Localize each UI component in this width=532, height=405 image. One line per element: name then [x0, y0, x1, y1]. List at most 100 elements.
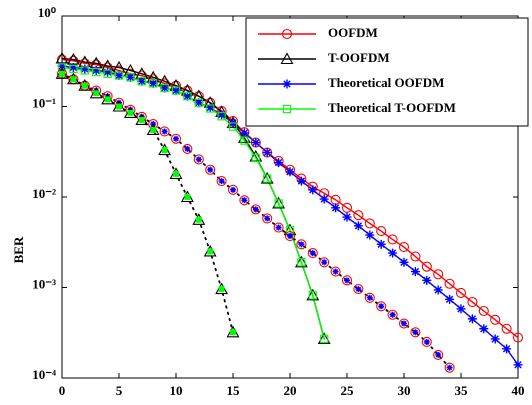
- marker: [68, 62, 78, 72]
- marker: [376, 239, 386, 249]
- marker: [389, 311, 396, 318]
- marker: [456, 304, 466, 314]
- marker: [273, 222, 284, 233]
- marker: [353, 210, 364, 221]
- marker: [297, 258, 306, 267]
- legend-label: Theoretical T-OOFDM: [328, 100, 456, 115]
- marker: [467, 314, 477, 324]
- marker: [364, 292, 375, 303]
- marker: [138, 117, 145, 123]
- marker: [455, 287, 467, 299]
- marker: [331, 203, 341, 213]
- marker: [194, 98, 203, 107]
- x-tick-label: 15: [227, 383, 241, 398]
- marker: [159, 126, 170, 137]
- legend-marker: [281, 28, 293, 40]
- marker: [170, 133, 182, 144]
- marker: [80, 64, 90, 74]
- marker: [104, 93, 111, 100]
- marker: [218, 286, 225, 293]
- marker: [512, 332, 524, 343]
- marker: [306, 288, 320, 301]
- marker: [274, 158, 284, 168]
- legend-box: [245, 17, 529, 127]
- marker: [287, 233, 293, 240]
- marker: [171, 86, 181, 96]
- marker: [182, 143, 193, 154]
- marker: [378, 303, 385, 310]
- legend-marker: [282, 104, 292, 114]
- marker: [321, 259, 328, 266]
- marker: [376, 301, 387, 312]
- marker: [319, 257, 330, 268]
- marker: [148, 78, 158, 88]
- marker: [308, 291, 317, 300]
- marker: [228, 122, 238, 131]
- marker: [444, 278, 455, 289]
- marker: [69, 64, 78, 74]
- marker: [490, 334, 500, 344]
- marker: [240, 136, 249, 145]
- marker: [251, 138, 261, 148]
- marker: [252, 206, 259, 213]
- marker: [410, 251, 421, 262]
- marker: [365, 230, 375, 240]
- marker: [217, 110, 227, 120]
- marker: [205, 103, 215, 113]
- marker: [262, 213, 273, 224]
- marker: [294, 255, 308, 268]
- marker: [275, 224, 282, 231]
- marker: [171, 86, 181, 95]
- marker: [149, 79, 158, 88]
- marker: [501, 323, 512, 334]
- x-tick-label: 35: [455, 383, 469, 398]
- marker: [91, 65, 101, 75]
- legend-marker: [282, 79, 292, 89]
- x-tick-label: 0: [59, 383, 66, 398]
- marker: [317, 332, 331, 345]
- marker: [184, 194, 191, 200]
- marker: [218, 178, 225, 185]
- marker: [435, 351, 442, 358]
- marker: [173, 135, 179, 142]
- marker: [344, 277, 350, 284]
- marker: [353, 284, 364, 295]
- marker: [59, 70, 65, 77]
- marker: [104, 96, 111, 103]
- marker: [93, 90, 100, 97]
- marker: [445, 294, 455, 304]
- marker: [478, 305, 489, 317]
- x-tick-label: 5: [116, 383, 123, 398]
- marker: [412, 329, 419, 336]
- y-tick-label: 10⁻⁴: [32, 367, 56, 382]
- y-tick-label: 10⁻²: [32, 186, 56, 201]
- marker: [272, 196, 286, 209]
- marker: [309, 250, 316, 257]
- marker: [341, 202, 353, 213]
- marker: [81, 82, 88, 89]
- marker: [227, 184, 239, 195]
- marker: [366, 294, 373, 301]
- marker: [410, 327, 421, 338]
- marker: [308, 185, 318, 195]
- marker: [263, 174, 272, 183]
- marker: [70, 76, 77, 83]
- marker: [376, 226, 387, 237]
- marker: [195, 156, 202, 163]
- marker: [184, 145, 191, 152]
- marker: [230, 186, 236, 193]
- marker: [307, 248, 318, 259]
- marker: [193, 154, 204, 165]
- marker: [433, 285, 443, 295]
- marker: [421, 261, 432, 272]
- legend-label: T-OOFDM: [328, 50, 390, 65]
- x-tick-label: 30: [398, 383, 411, 398]
- marker: [127, 109, 134, 116]
- marker: [230, 329, 236, 336]
- marker: [467, 297, 478, 308]
- marker: [433, 349, 444, 360]
- marker: [217, 112, 226, 121]
- marker: [353, 221, 363, 231]
- marker: [355, 286, 362, 293]
